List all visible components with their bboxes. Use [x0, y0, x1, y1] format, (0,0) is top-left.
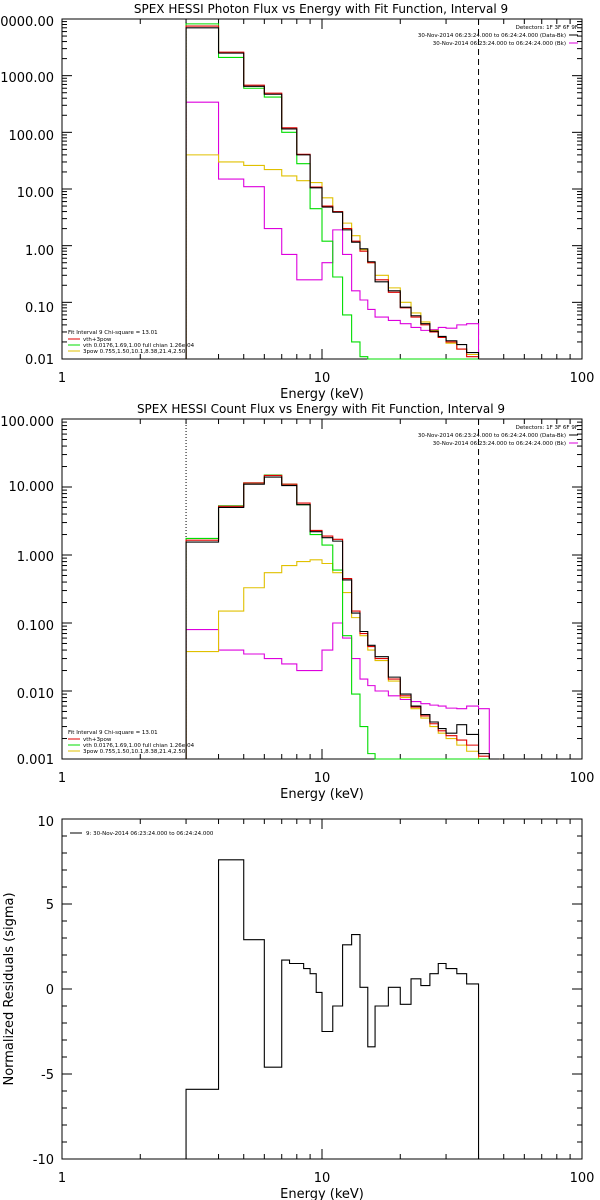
photon-ytick-label: 1000.00: [0, 71, 54, 86]
count-xtick-label: 100: [570, 771, 595, 786]
photon-ytick-label: 10000.00: [0, 15, 54, 30]
residuals-panel: -10 -5 0 5 10 Normalized Residuals (sigm…: [2, 815, 594, 1200]
photon-ytick-label: 100.00: [9, 129, 55, 144]
photon-ytick-label: 0.01: [25, 353, 54, 368]
residuals-xlabel: Energy (keV): [280, 1187, 364, 1200]
photon-legend-data-bk: 30-Nov-2014 06:23:24.000 to 06:24:24.000…: [418, 33, 566, 39]
photon-xtick-label: 1: [58, 371, 66, 386]
count-ytick-label: 0.001: [17, 753, 54, 768]
residuals-ylabel: Normalized Residuals (sigma): [2, 892, 17, 1085]
photon-flux-title: SPEX HESSI Photon Flux vs Energy with Fi…: [134, 2, 508, 16]
photon-flux-legend-bottom-left: Fit Interval 9 Chi-square = 13.01 vth+3p…: [68, 330, 195, 355]
count-flux-legend-bottom-left: Fit Interval 9 Chi-square = 13.01 vth+3p…: [68, 730, 195, 755]
residuals-legend: 9: 30-Nov-2014 06:23:24.000 to 06:24:24.…: [70, 831, 214, 837]
series-vth-line: [185, 23, 479, 360]
series-data-bk-line: [185, 476, 500, 760]
count-xtick-label: 1: [58, 771, 66, 786]
count-flux-panel: SPEX HESSI Count Flux vs Energy with Fit…: [0, 402, 594, 802]
count-legend-3pow: 3pow 0.755,1.50,10.1,8.38,21.4,2.50: [83, 749, 186, 755]
residuals-xtick-label: 100: [570, 1171, 595, 1186]
series-bk-line: [185, 622, 500, 760]
count-xtick-label: 10: [314, 771, 331, 786]
residuals-ytick-label: 10: [37, 815, 54, 830]
count-flux-ticks: [61, 418, 582, 760]
series-bk-line: [185, 101, 480, 359]
count-legend-bk: 30-Nov-2014 06:23:24.000 to 06:24:24.000…: [433, 441, 566, 447]
photon-ytick-label: 10.00: [17, 186, 54, 201]
photon-flux-panel: SPEX HESSI Photon Flux vs Energy with Fi…: [0, 2, 594, 402]
count-flux-xlabel: Energy (keV): [280, 787, 364, 802]
photon-flux-ticks: [61, 18, 582, 360]
count-ytick-label: 1.000: [17, 550, 54, 565]
count-flux-legend-top-right: Detectors: 1F 3F 6F 9F 30-Nov-2014 06:23…: [418, 425, 578, 447]
count-flux-series: [185, 474, 500, 760]
residuals-ytick-labels: -10 -5 0 5 10: [33, 815, 54, 1168]
residuals-legend-label: 9: 30-Nov-2014 06:23:24.000 to 06:24:24.…: [86, 831, 214, 837]
count-legend-vth: vth 0.0176,1.69,1.00 full chian 1.26e-04: [83, 743, 195, 749]
photon-legend-vth3pow: vth+3pow: [83, 337, 112, 343]
photon-flux-legend-top-right: Detectors: 1F 3F 6F 9F 30-Nov-2014 06:23…: [418, 25, 578, 47]
count-legend-detectors: Detectors: 1F 3F 6F 9F: [516, 425, 578, 431]
residuals-series: [185, 859, 480, 1159]
series-vth-line: [185, 474, 500, 760]
count-ytick-label: 0.100: [17, 619, 54, 634]
count-flux-reference-lines: [185, 419, 480, 759]
residuals-ytick-label: -5: [41, 1068, 54, 1083]
photon-flux-ytick-labels: 0.01 0.10 1.00 10.00 100.00 1000.00 1000…: [0, 15, 54, 368]
residuals-ytick-label: -10: [33, 1153, 54, 1168]
count-flux-title: SPEX HESSI Count Flux vs Energy with Fit…: [137, 402, 505, 416]
count-flux-ytick-labels: 0.001 0.010 0.100 1.000 10.000 100.000: [0, 415, 54, 768]
residuals-ticks: [61, 818, 582, 1160]
photon-legend-fit: Fit Interval 9 Chi-square = 13.01: [68, 330, 158, 336]
residuals-ytick-label: 0: [46, 983, 54, 998]
series-9-30-nov-2014-06-23-24-000-to-06-24-24-000-line: [185, 859, 480, 1159]
count-legend-data-bk: 30-Nov-2014 06:23:24.000 to 06:24:24.000…: [418, 433, 566, 439]
series-3pow-line: [185, 154, 480, 359]
photon-legend-vth: vth 0.0176,1.69,1.00 full chian 1.26e-04: [83, 343, 195, 349]
series-vth-3pow-line: [185, 25, 480, 359]
photon-xtick-label: 10: [314, 371, 331, 386]
count-ytick-label: 100.000: [0, 415, 54, 430]
photon-ytick-label: 0.10: [25, 301, 54, 316]
count-ytick-label: 0.010: [17, 687, 54, 702]
count-flux-plot-frame: [61, 418, 583, 760]
count-legend-fit: Fit Interval 9 Chi-square = 13.01: [68, 730, 158, 736]
photon-ytick-label: 1.00: [25, 244, 54, 259]
photon-legend-detectors: Detectors: 1F 3F 6F 9F: [516, 25, 578, 31]
series-data-bk-line: [185, 27, 480, 359]
photon-legend-bk: 30-Nov-2014 06:23:24.000 to 06:24:24.000…: [433, 41, 566, 47]
residuals-ytick-label: 5: [46, 898, 54, 913]
count-legend-vth3pow: vth+3pow: [83, 737, 112, 743]
photon-xtick-label: 100: [570, 371, 595, 386]
photon-flux-xlabel: Energy (keV): [280, 387, 364, 402]
photon-flux-series: [185, 23, 480, 360]
photon-flux-reference-lines: [185, 19, 480, 359]
residuals-plot-frame: [61, 818, 583, 1160]
residuals-xtick-label: 10: [314, 1171, 331, 1186]
count-ytick-label: 10.000: [9, 480, 55, 495]
series-3pow-line: [185, 559, 500, 760]
residuals-xtick-label: 1: [58, 1171, 66, 1186]
photon-legend-3pow: 3pow 0.755,1.50,10.1,8.38,21.4,2.50: [83, 349, 186, 355]
